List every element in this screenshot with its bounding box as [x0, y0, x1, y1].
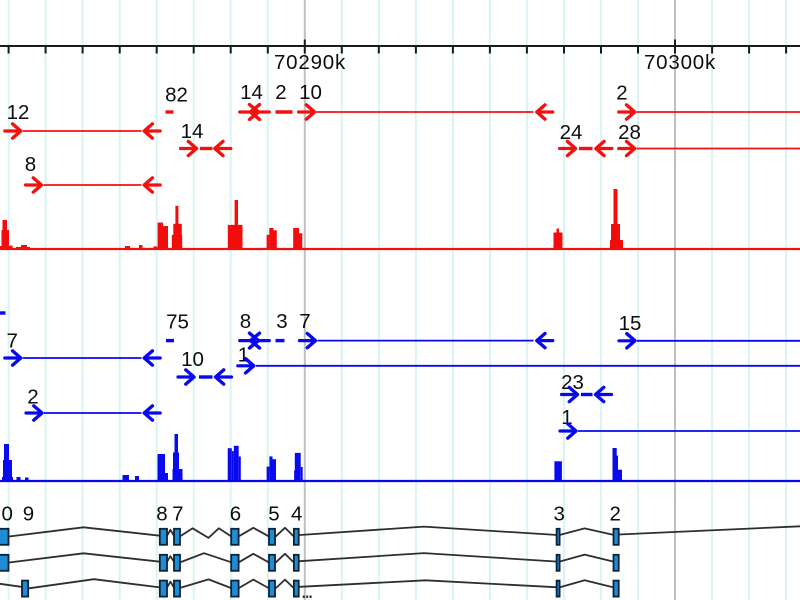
svg-text:82: 82 [165, 84, 188, 107]
svg-text:70290k: 70290k [274, 51, 346, 74]
svg-text:8: 8 [25, 153, 36, 176]
svg-text:3: 3 [553, 503, 564, 526]
svg-text:28: 28 [618, 121, 641, 144]
svg-text:0: 0 [1, 503, 12, 526]
svg-text:7: 7 [6, 330, 17, 353]
svg-text:70300k: 70300k [644, 51, 716, 74]
svg-text:2: 2 [275, 81, 286, 104]
svg-text:5: 5 [268, 503, 279, 526]
svg-text:75: 75 [166, 311, 189, 334]
svg-text:6: 6 [230, 503, 241, 526]
svg-text:7: 7 [172, 503, 183, 526]
svg-text:8: 8 [156, 503, 167, 526]
svg-text:8: 8 [240, 310, 251, 333]
svg-text:12: 12 [7, 101, 30, 124]
svg-text:10: 10 [181, 348, 204, 371]
svg-text:4: 4 [291, 503, 302, 526]
svg-text:2: 2 [616, 82, 627, 105]
svg-text:2: 2 [609, 503, 620, 526]
svg-text:1: 1 [238, 344, 249, 367]
svg-text:10: 10 [299, 81, 322, 104]
svg-text:9: 9 [23, 503, 34, 526]
svg-text:15: 15 [619, 312, 642, 335]
svg-text:14: 14 [240, 81, 263, 104]
svg-text:1: 1 [561, 406, 572, 429]
svg-text:14: 14 [181, 120, 204, 143]
svg-text:2: 2 [27, 386, 38, 409]
svg-text:23: 23 [561, 371, 584, 394]
svg-text:24: 24 [560, 121, 583, 144]
svg-text:7: 7 [299, 310, 310, 333]
svg-text:3: 3 [276, 310, 287, 333]
